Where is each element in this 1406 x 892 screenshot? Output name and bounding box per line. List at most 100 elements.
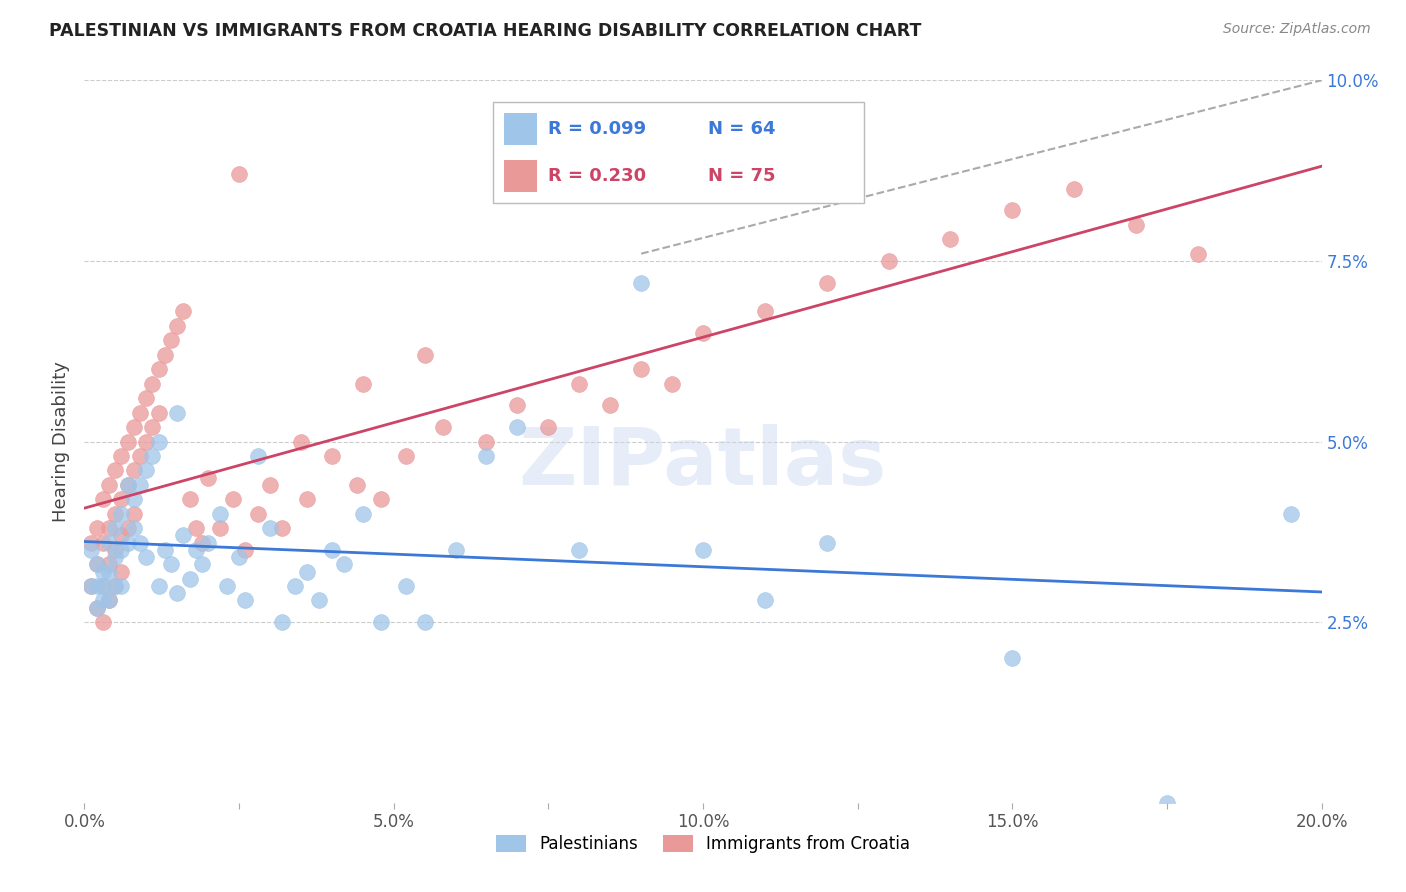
Point <box>568 376 591 391</box>
Point <box>432 420 454 434</box>
Point <box>661 376 683 391</box>
Point <box>222 492 245 507</box>
Point <box>91 535 114 549</box>
Point <box>86 521 108 535</box>
Text: Source: ZipAtlas.com: Source: ZipAtlas.com <box>1223 22 1371 37</box>
Point <box>815 276 838 290</box>
Point <box>630 276 652 290</box>
Point <box>475 449 498 463</box>
Point <box>104 521 127 535</box>
Point <box>1279 507 1302 521</box>
Point <box>228 550 250 565</box>
Point <box>346 478 368 492</box>
Point <box>166 586 188 600</box>
Point <box>1001 651 1024 665</box>
Point <box>117 535 139 549</box>
Point <box>122 507 145 521</box>
Point <box>184 542 207 557</box>
Point <box>413 615 436 630</box>
Point <box>141 420 163 434</box>
Point <box>444 542 467 557</box>
Point <box>104 579 127 593</box>
Point <box>153 348 176 362</box>
Point <box>117 478 139 492</box>
Point <box>122 492 145 507</box>
Point <box>122 420 145 434</box>
Point <box>110 579 132 593</box>
Point <box>395 449 418 463</box>
Point <box>160 334 183 348</box>
Point <box>877 254 900 268</box>
Point <box>86 579 108 593</box>
Text: ZIPatlas: ZIPatlas <box>519 425 887 502</box>
Point <box>568 542 591 557</box>
Point <box>1156 796 1178 810</box>
Point <box>333 558 356 572</box>
Point <box>122 521 145 535</box>
Point <box>290 434 312 449</box>
Point <box>91 579 114 593</box>
Point <box>98 521 121 535</box>
Point <box>184 521 207 535</box>
Point <box>228 167 250 181</box>
Point <box>1125 218 1147 232</box>
Point <box>754 304 776 318</box>
Point <box>246 507 269 521</box>
Point <box>815 535 838 549</box>
Point <box>160 558 183 572</box>
Point <box>209 507 232 521</box>
Point <box>129 406 152 420</box>
Point <box>117 521 139 535</box>
Point <box>295 492 318 507</box>
Point <box>475 434 498 449</box>
Point <box>135 550 157 565</box>
Point <box>91 492 114 507</box>
Point <box>110 565 132 579</box>
Point <box>110 449 132 463</box>
Point <box>197 471 219 485</box>
Point <box>98 593 121 607</box>
Point <box>506 398 529 412</box>
Point <box>141 449 163 463</box>
Point <box>246 449 269 463</box>
Point <box>321 542 343 557</box>
Point <box>91 593 114 607</box>
Y-axis label: Hearing Disability: Hearing Disability <box>52 361 70 522</box>
Point <box>599 398 621 412</box>
Point <box>308 593 330 607</box>
Point <box>197 535 219 549</box>
Point <box>110 492 132 507</box>
Point <box>135 434 157 449</box>
Point <box>104 579 127 593</box>
Point <box>129 535 152 549</box>
Text: PALESTINIAN VS IMMIGRANTS FROM CROATIA HEARING DISABILITY CORRELATION CHART: PALESTINIAN VS IMMIGRANTS FROM CROATIA H… <box>49 22 921 40</box>
Point <box>506 420 529 434</box>
Point <box>117 434 139 449</box>
Point <box>166 318 188 333</box>
Point <box>370 615 392 630</box>
Point <box>91 565 114 579</box>
Point <box>129 478 152 492</box>
Point <box>209 521 232 535</box>
Point <box>86 558 108 572</box>
Point <box>79 535 101 549</box>
Point <box>104 507 127 521</box>
Point <box>754 593 776 607</box>
Point <box>215 579 238 593</box>
Point <box>79 579 101 593</box>
Point <box>148 434 170 449</box>
Legend: Palestinians, Immigrants from Croatia: Palestinians, Immigrants from Croatia <box>489 828 917 860</box>
Point <box>271 521 294 535</box>
Point <box>86 558 108 572</box>
Point <box>537 420 560 434</box>
Point <box>98 478 121 492</box>
Point <box>166 406 188 420</box>
Point <box>352 376 374 391</box>
Point <box>135 391 157 405</box>
Point <box>110 507 132 521</box>
Point <box>148 579 170 593</box>
Point <box>370 492 392 507</box>
Point <box>295 565 318 579</box>
Point <box>1001 203 1024 218</box>
Point <box>122 463 145 477</box>
